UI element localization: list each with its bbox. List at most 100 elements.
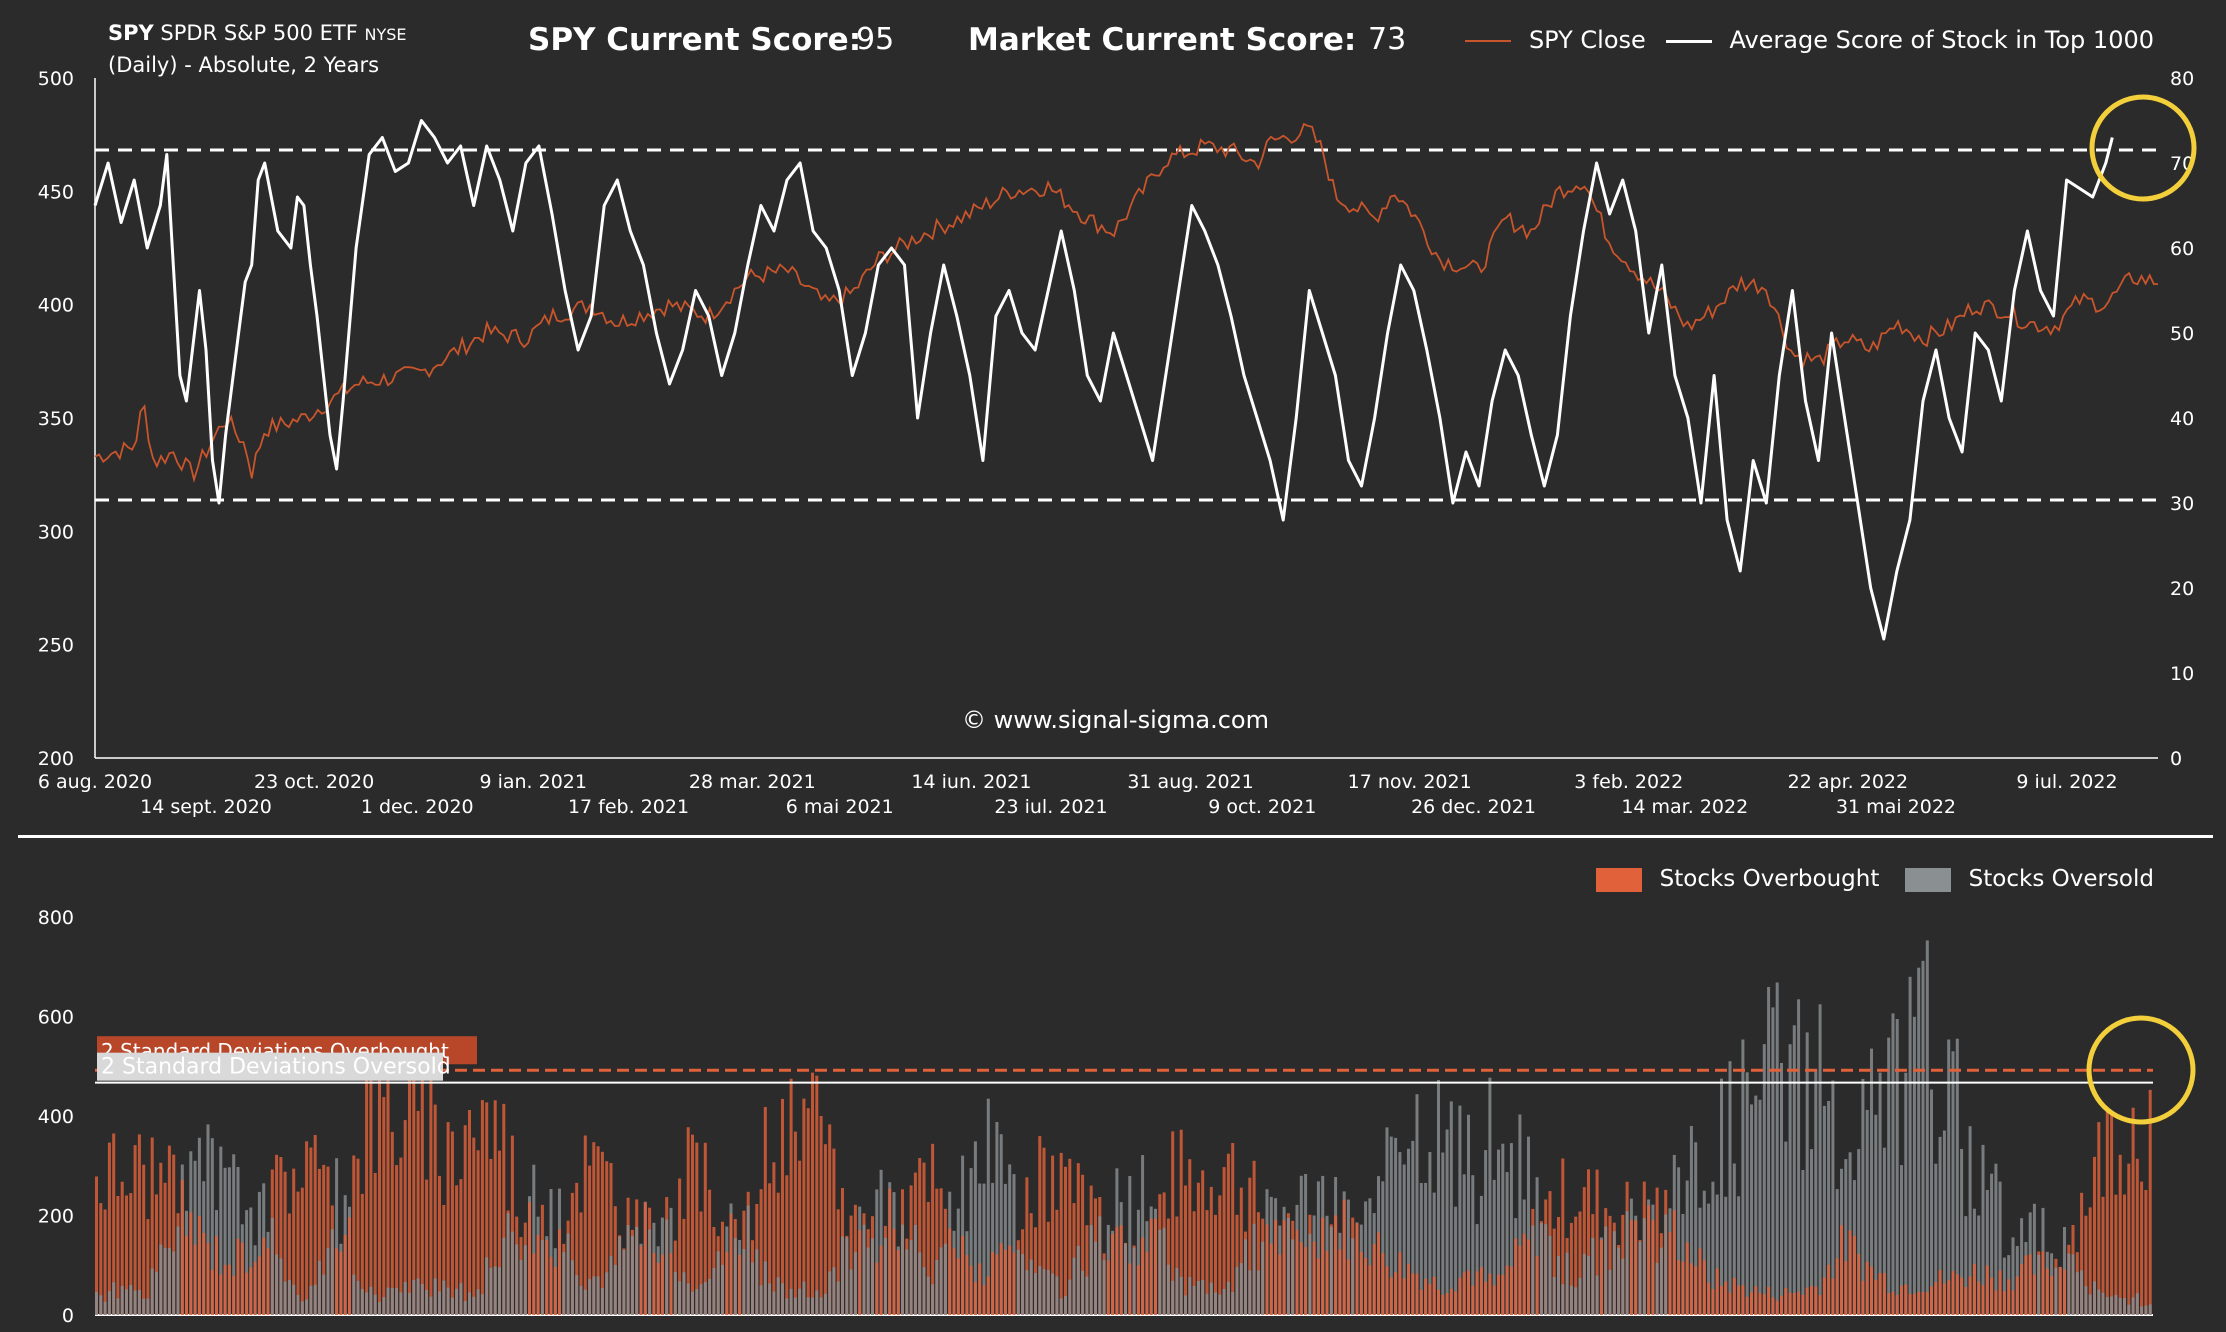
bar-oversold [1707,1203,1711,1315]
bar-overbought [1737,1285,1741,1315]
bar-oversold [112,1282,116,1315]
bar-overbought [103,1209,107,1315]
bar-oversold [1608,1269,1612,1315]
bar-oversold [2101,1292,2105,1315]
bar-oversold [982,1183,986,1315]
bar-oversold [828,1271,832,1315]
bar-overbought [613,1206,617,1315]
bar-oversold [1394,1137,1398,1315]
bar-overbought [2097,1122,2101,1315]
bar-overbought [480,1100,484,1315]
bar-overbought [1908,1293,1912,1315]
bar-overbought [828,1124,832,1315]
y-left-tick-label: 500 [38,68,74,90]
bar-oversold [1977,1215,1981,1315]
bar-overbought [888,1188,892,1315]
bar-oversold [1201,1280,1205,1315]
x-tick-label: 28 mar. 2021 [689,771,816,793]
bar-overbought [1882,1273,1886,1315]
bar-overbought [1119,1225,1123,1315]
bar-oversold [1882,1147,1886,1315]
bar-overbought [1184,1185,1187,1315]
bar-oversold [1072,1257,1076,1315]
bar-overbought [1488,1273,1492,1315]
bar-overbought [1672,1210,1676,1315]
bar-oversold [1008,1164,1012,1315]
bar-oversold [1595,1275,1599,1315]
bar-overbought [1334,1215,1338,1315]
legend-swatch-spy-close [1465,40,1512,42]
bar-overbought [669,1252,673,1315]
bar-oversold [1891,1013,1895,1315]
bar-oversold [1407,1148,1410,1315]
bar-oversold [103,1302,107,1315]
bar-overbought [2135,1158,2139,1315]
bar-overbought [978,1263,982,1315]
bar-overbought [339,1251,343,1315]
bar-overbought [1256,1212,1260,1315]
bar-oversold [1389,1136,1393,1315]
bar-oversold [1934,1163,1938,1315]
bar-overbought [1827,1264,1831,1315]
bar-overbought [708,1189,712,1315]
bar-overbought [1407,1263,1410,1315]
bar-oversold [2110,1296,2114,1315]
bar-overbought [725,1251,729,1315]
bar-overbought [875,1262,879,1315]
bar-overbought [961,1235,965,1315]
bar-oversold [1454,1206,1458,1315]
bar-oversold [1574,1287,1578,1315]
bar-oversold [425,1290,429,1315]
bar-oversold [1938,1136,1942,1315]
bar-overbought [266,1248,270,1315]
symbol-header: SPY SPDR S&P 500 ETF NYSE (Daily) - Abso… [108,18,407,80]
bar-oversold [455,1288,459,1315]
bar-oversold [433,1278,437,1315]
bar-overbought [2101,1196,2105,1315]
bar-oversold [699,1284,703,1315]
bar-oversold [1021,1254,1025,1315]
bar-oversold [969,1168,973,1315]
bar-overbought [1325,1251,1329,1315]
bar-oversold [502,1237,506,1315]
bar-oversold [395,1287,399,1315]
bar-oversold [472,1296,476,1315]
bar-oversold [1711,1181,1715,1315]
bar-overbought [1784,1288,1788,1315]
bar-overbought [1046,1221,1050,1315]
bar-oversold [1810,1149,1813,1315]
bar-overbought [275,1154,279,1315]
bar-oversold [626,1225,630,1315]
bar-overbought [1685,1242,1689,1315]
x-tick-label: 26 dec. 2021 [1411,796,1536,818]
bar-overbought [1934,1282,1938,1315]
x-tick-label: 17 feb. 2021 [568,796,689,818]
bar-overbought [1051,1155,1055,1315]
bar-overbought [956,1258,960,1315]
bar-overbought [811,1072,814,1315]
bar-oversold [493,1266,497,1315]
bar-overbought [1214,1214,1217,1315]
bar-overbought [373,1173,377,1315]
bar-oversold [991,1182,995,1315]
y-left-tick-label: 200 [38,748,74,770]
bar-oversold [1788,1044,1792,1315]
bar-oversold [922,1267,926,1315]
bar-overbought [1398,1252,1402,1315]
spy-close-line [94,122,2159,483]
bar-overbought [819,1116,823,1315]
bar-oversold [129,1285,133,1315]
bar-oversold [408,1293,411,1315]
y-tick-label: 400 [38,1106,74,1128]
bar-overbought [789,1078,793,1315]
bar-oversold [845,1237,849,1315]
bar-oversold [510,1231,514,1315]
bar-overbought [592,1142,596,1315]
bar-overbought [1758,1292,1762,1315]
bar-overbought [1128,1263,1132,1315]
bar-overbought [1192,1211,1196,1315]
bar-oversold [1479,1195,1483,1315]
bar-overbought [991,1252,995,1315]
bar-overbought [652,1252,656,1315]
bar-oversold [733,1238,737,1315]
